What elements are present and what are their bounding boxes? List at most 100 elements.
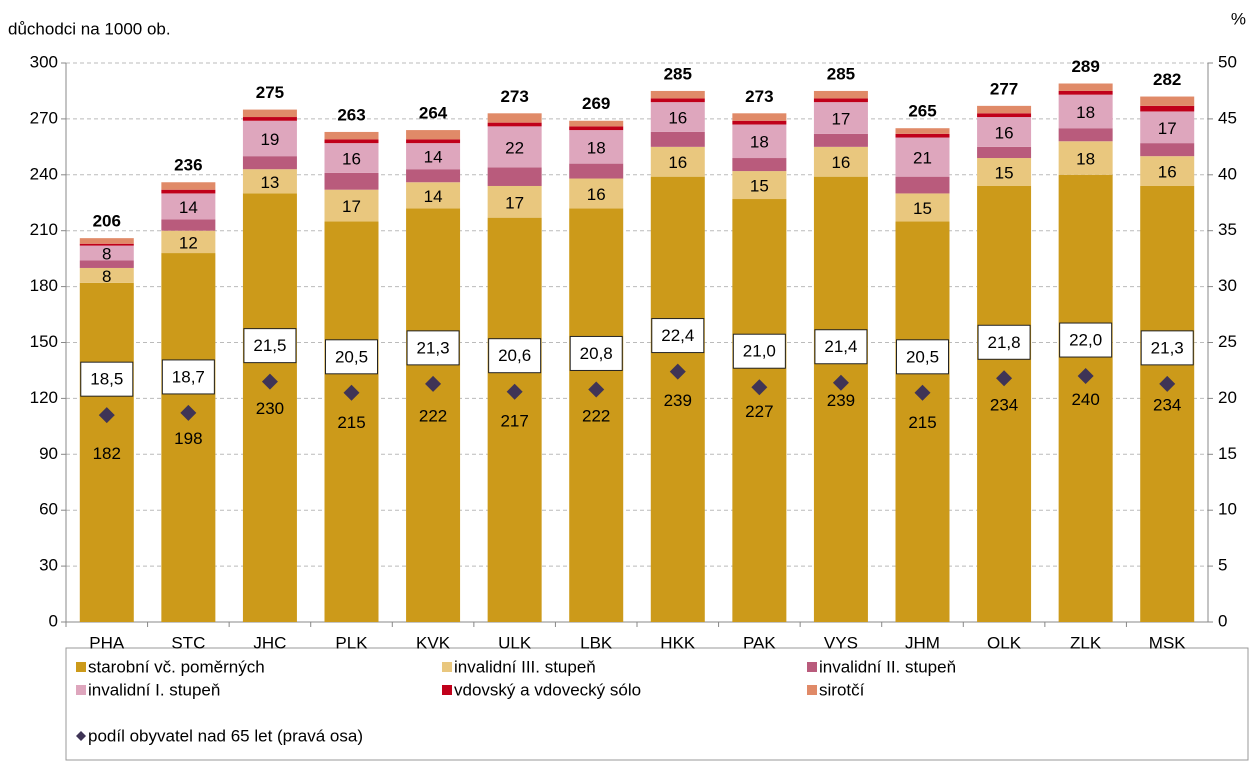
x-tick-label: JHM <box>905 633 940 652</box>
data-label: 20,5 <box>335 347 368 366</box>
total-label: 264 <box>419 104 448 123</box>
bar-segment <box>569 208 624 622</box>
y-tick-label: 240 <box>30 164 58 183</box>
y-tick-label: 150 <box>30 332 58 351</box>
bar-segment <box>406 169 461 183</box>
bar-segment <box>242 120 297 157</box>
bar-segment <box>1140 143 1195 157</box>
bar-segment <box>1058 94 1113 129</box>
bar-segment <box>977 158 1032 186</box>
diamond-marker <box>832 374 849 391</box>
legend-label: invalidní III. stupeň <box>454 657 596 676</box>
bar-segment <box>650 176 705 622</box>
bar-segment <box>569 178 624 209</box>
total-label: 236 <box>174 156 202 175</box>
data-label-box <box>1059 322 1113 358</box>
x-tick-label: KVK <box>416 633 451 652</box>
diamond-marker <box>914 384 931 401</box>
bar-segment <box>1058 174 1113 623</box>
bar-segment <box>977 185 1032 623</box>
bar-segment <box>977 113 1032 118</box>
bar-segment <box>813 133 868 147</box>
data-label-box <box>488 338 542 374</box>
value-label: 182 <box>93 444 121 463</box>
value-label: 18 <box>1076 103 1095 122</box>
bar-segment <box>242 109 297 118</box>
value-label: 215 <box>337 413 365 432</box>
bar-segment <box>324 172 379 190</box>
bar-segment <box>161 230 216 254</box>
bar-segment <box>79 243 134 246</box>
y2-tick-label: 5 <box>1218 556 1227 575</box>
bar-segment <box>161 219 216 231</box>
value-label: 234 <box>990 395 1018 414</box>
value-label: 16 <box>995 123 1014 142</box>
value-label: 18 <box>750 133 769 152</box>
bar-segment <box>1058 83 1113 91</box>
legend-swatch <box>807 662 817 672</box>
x-tick-label: MSK <box>1149 633 1187 652</box>
legend-swatch <box>76 662 86 672</box>
value-label: 15 <box>913 199 932 218</box>
y-tick-label: 300 <box>30 52 58 71</box>
data-label-box <box>896 339 949 375</box>
value-label: 16 <box>668 153 687 172</box>
bar-segment <box>895 221 950 622</box>
x-tick-label: ZLK <box>1070 633 1102 652</box>
total-label: 273 <box>745 87 773 106</box>
data-label-box <box>80 361 134 397</box>
legend-label: podíl obyvatel nad 65 let (pravá osa) <box>88 726 363 745</box>
diamond-marker <box>506 383 523 400</box>
bar-segment <box>650 98 705 103</box>
total-label: 277 <box>990 79 1018 98</box>
x-tick-label: STC <box>171 633 205 652</box>
value-label: 14 <box>424 187 443 206</box>
value-label: 215 <box>908 413 936 432</box>
data-label: 21,0 <box>743 342 776 361</box>
y-tick-label: 0 <box>49 611 58 630</box>
value-label: 240 <box>1071 390 1099 409</box>
y-axis-label: důchodci na 1000 ob. <box>8 19 171 38</box>
value-label: 19 <box>260 130 279 149</box>
bar-segment <box>569 126 624 131</box>
total-label: 269 <box>582 94 610 113</box>
value-label: 16 <box>668 109 687 128</box>
legend-label: vdovský a vdovecký sólo <box>454 680 641 699</box>
bar-segment <box>732 199 787 623</box>
bar-segment <box>161 182 216 190</box>
legend-swatch <box>76 685 86 695</box>
diamond-marker <box>1077 368 1094 385</box>
value-label: 14 <box>179 198 198 217</box>
bar-segment <box>732 120 787 125</box>
data-label: 21,8 <box>988 333 1021 352</box>
bar-segment <box>977 146 1032 159</box>
bar-segment <box>895 128 950 134</box>
value-label: 239 <box>827 391 855 410</box>
value-label: 17 <box>1158 119 1177 138</box>
value-label: 16 <box>831 153 850 172</box>
data-label: 21,5 <box>253 336 286 355</box>
value-label: 21 <box>913 149 932 168</box>
value-label: 16 <box>342 150 361 169</box>
bar-segment <box>487 185 542 218</box>
bar-segment <box>732 124 787 159</box>
x-tick-label: HKK <box>660 633 696 652</box>
diamond-marker <box>669 363 686 380</box>
bar-segment <box>1140 156 1195 186</box>
y-tick-label: 90 <box>39 444 58 463</box>
value-label: 16 <box>587 185 606 204</box>
bar-segment <box>324 221 379 622</box>
bar-segment <box>487 126 542 168</box>
bar-segment <box>79 282 134 622</box>
data-label: 18,5 <box>90 370 123 389</box>
data-label: 20,5 <box>906 347 939 366</box>
data-label-box <box>243 328 297 364</box>
bar-segment <box>732 158 787 172</box>
value-label: 14 <box>424 148 443 167</box>
legend-label: invalidní II. stupeň <box>819 657 956 676</box>
diamond-marker <box>1159 375 1176 392</box>
value-label: 18 <box>1076 150 1095 169</box>
bar-segment <box>487 122 542 127</box>
bar-segment <box>1140 185 1195 623</box>
legend-label: sirotčí <box>819 680 865 699</box>
